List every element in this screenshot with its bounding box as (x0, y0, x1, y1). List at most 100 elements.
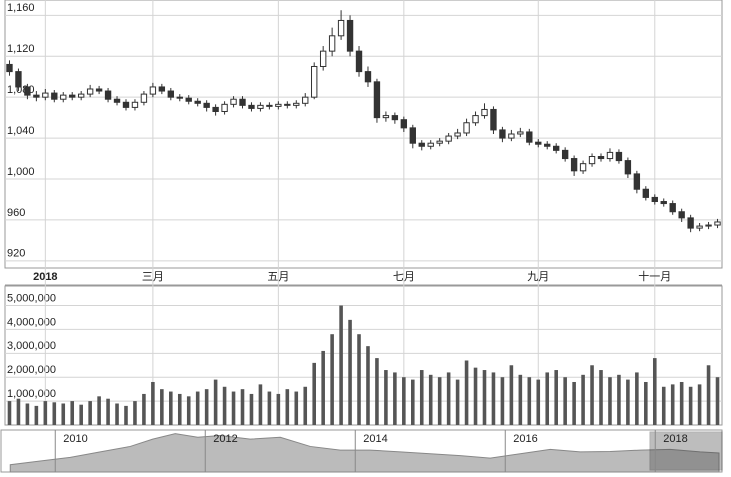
candle-body (319, 50, 327, 67)
volume-bar (258, 384, 263, 425)
volume-bar (97, 396, 101, 425)
volume-bar (482, 370, 487, 425)
candle-body (633, 173, 641, 190)
navigator-selection (649, 431, 723, 471)
x-tick-label: 2018 (33, 271, 57, 283)
candle-body (490, 108, 497, 131)
candle-body (642, 188, 650, 198)
candle-body (149, 86, 157, 95)
candle-body (167, 90, 174, 98)
candle-body (51, 92, 58, 100)
volume-bar (446, 372, 451, 425)
volume-bar (294, 391, 299, 425)
candle-body (588, 156, 596, 165)
candle-body (364, 71, 372, 83)
volume-bar (357, 334, 361, 425)
candle-body (6, 63, 13, 73)
candle-body (570, 158, 578, 172)
candle-body (615, 151, 623, 162)
volume-bar (267, 391, 272, 425)
volume-bar (16, 398, 21, 425)
candle-body (60, 94, 67, 100)
candle-body (714, 221, 721, 226)
volume-bar (411, 379, 415, 425)
volume-bar (285, 389, 290, 425)
volume-bar (706, 365, 711, 425)
volume-bar (509, 365, 514, 425)
x-tick-label: 十一月 (638, 269, 671, 283)
candle-body (346, 19, 354, 52)
candle-body (454, 132, 461, 137)
candle-body (544, 143, 551, 147)
candle-body (239, 98, 246, 106)
volume-bar (115, 403, 119, 425)
price-panel (4, 0, 723, 269)
candle-body (104, 90, 112, 100)
volume-bar (644, 381, 648, 425)
candle-body (86, 88, 94, 95)
volume-bar (473, 367, 478, 425)
candle-body (293, 102, 300, 106)
candle-body (266, 104, 273, 107)
volume-bar (581, 374, 585, 425)
x-tick-label: 三月 (142, 271, 164, 283)
candle-body (579, 163, 587, 172)
candle-body (561, 149, 569, 160)
x-tick-label: 五月 (267, 271, 289, 283)
volume-bar (599, 370, 603, 425)
volume-bar (222, 386, 227, 425)
y-tick-label: 960 (7, 207, 25, 219)
x-tick-label: 七月 (393, 270, 415, 283)
candle-body (15, 71, 22, 88)
volume-bar (697, 384, 702, 425)
volume-bar (554, 370, 558, 425)
volume-bar (635, 372, 639, 425)
candle-body (553, 145, 560, 151)
volume-bar (590, 365, 594, 425)
volume-bar (213, 379, 218, 425)
candle-body (69, 94, 76, 98)
candle-body (77, 93, 85, 98)
candle-body (221, 103, 228, 112)
volume-bar (142, 393, 146, 425)
y-tick-label: 1,120 (7, 43, 35, 55)
volume-bar (491, 372, 496, 425)
volume-bar (61, 403, 66, 425)
candle-body (212, 106, 219, 112)
volume-bar (536, 379, 541, 425)
volume-bar (455, 379, 460, 425)
volume-bar (626, 379, 630, 425)
candle-body (687, 217, 694, 229)
volume-bar (177, 393, 182, 425)
candle-body (230, 98, 237, 105)
candle-body (373, 81, 381, 119)
candle-body (113, 98, 121, 103)
y-tick-label: 3,000,000 (7, 340, 56, 352)
candle-body (311, 65, 318, 98)
candle-body (445, 135, 452, 142)
volume-bar (276, 393, 281, 425)
volume-bar (608, 377, 612, 425)
candle-body (140, 93, 148, 103)
candle-body (409, 127, 416, 144)
volume-bar (195, 391, 200, 425)
volume-bar (204, 389, 209, 425)
volume-bar (303, 386, 308, 425)
candle-body (248, 104, 255, 109)
candle-body (42, 92, 49, 98)
volume-bar (34, 405, 39, 425)
candle-body (517, 131, 524, 135)
candle-body (131, 101, 139, 108)
volume-bar (366, 346, 370, 425)
navigator-tick-label: 2014 (363, 433, 387, 445)
volume-bar (715, 377, 720, 425)
volume-bar (133, 401, 137, 425)
candle-body (391, 115, 399, 121)
candle-body (651, 196, 658, 203)
candle-body (624, 160, 632, 175)
volume-bar (500, 377, 505, 425)
candle-body (660, 201, 667, 205)
navigator-tick-label: 2010 (63, 433, 87, 445)
candle-body (337, 19, 345, 37)
